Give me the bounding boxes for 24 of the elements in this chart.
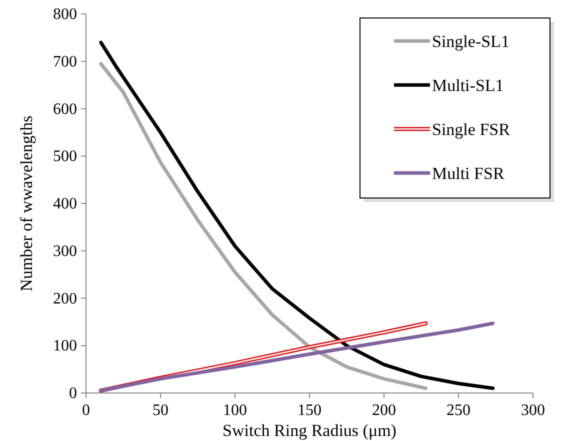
- y-tick-label: 800: [53, 6, 77, 23]
- x-tick-label: 50: [152, 402, 168, 419]
- legend-label: Multi-SL1: [432, 76, 504, 95]
- y-tick-label: 700: [53, 53, 77, 70]
- x-tick-label: 250: [446, 402, 470, 419]
- y-tick-label: 0: [69, 385, 77, 402]
- legend-label: Multi FSR: [432, 164, 505, 183]
- y-tick-label: 200: [53, 290, 77, 308]
- y-axis-title: Number of wwavelengths: [17, 116, 36, 292]
- y-tick-label: 400: [53, 196, 77, 212]
- y-tick-label: 100: [53, 338, 77, 355]
- line-series: [99, 322, 495, 392]
- line-series: [99, 62, 428, 390]
- x-axis-title: Switch Ring Radius (μm): [222, 421, 396, 440]
- legend-label: Single FSR: [432, 120, 511, 139]
- x-tick-label: 100: [223, 402, 247, 419]
- x-tick-label: 150: [298, 402, 322, 419]
- y-tick-label: 600: [53, 100, 77, 118]
- x-tick-label: 300: [521, 402, 545, 419]
- y-tick-label: 500: [53, 148, 77, 166]
- y-tick-label: 300: [53, 242, 77, 260]
- x-tick-label: 200: [372, 402, 396, 419]
- x-tick-label: 0: [82, 402, 90, 419]
- legend-label: Single-SL1: [432, 32, 510, 51]
